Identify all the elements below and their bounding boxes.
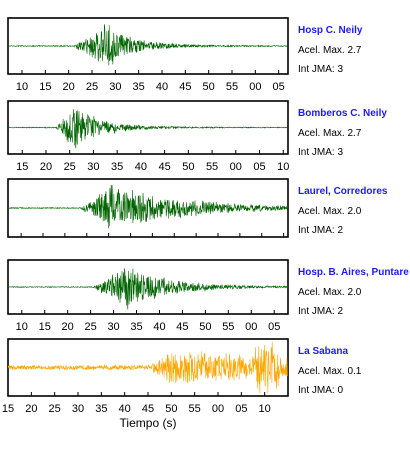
x-tick-label: 35 (133, 81, 145, 93)
x-tick-label: 25 (86, 81, 98, 93)
x-tick-label: 15 (39, 81, 51, 93)
x-tick-label: 15 (2, 403, 14, 415)
station-name: Laurel, Corredores (298, 186, 388, 197)
station-name: Hosp. B. Aires, Puntare (298, 267, 409, 278)
waveform-trace (8, 24, 288, 66)
x-tick-label: 30 (87, 161, 99, 173)
x-tick-label: 50 (199, 321, 211, 333)
panel-1: 10 15 20 25 30 35 40 45 50 55 00 05 Hosp C. Neily Ace… (7, 17, 363, 93)
panel-frame (7, 17, 289, 75)
panel-4: 10 15 20 25 30 35 40 45 50 55 00 05 Hosp. B. Aires, … (7, 259, 409, 333)
x-tick-label: 00 (249, 81, 261, 93)
x-tick-label: 15 (16, 161, 28, 173)
x-tick-label: 20 (40, 161, 52, 173)
jma-intensity: Int JMA: 3 (298, 64, 343, 75)
x-tick-label: 00 (212, 403, 224, 415)
x-tick-label: 45 (142, 403, 154, 415)
panel-5: 15 20 25 30 35 40 45 50 55 00 05 10 La Sabana Acel. M… (2, 338, 362, 415)
x-tick-label: 40 (156, 81, 168, 93)
panels-group: 10 15 20 25 30 35 40 45 50 55 00 05 Hosp C. Neily Ace… (2, 17, 409, 415)
x-tick-label: 50 (165, 403, 177, 415)
x-tick-label: 10 (259, 403, 271, 415)
max-acceleration: Acel. Max. 2.0 (298, 287, 362, 298)
x-tick-label: 05 (268, 321, 280, 333)
x-tick-label: 10 (16, 81, 28, 93)
x-tick-label: 35 (111, 161, 123, 173)
x-tick-label: 20 (25, 403, 37, 415)
x-tick-label: 50 (182, 161, 194, 173)
x-tick-label: 30 (107, 321, 119, 333)
x-tick-label: 35 (130, 321, 142, 333)
x-tick-label: 05 (253, 161, 265, 173)
x-tick-label: 55 (189, 403, 201, 415)
x-axis-label: Tiempo (s) (120, 416, 177, 430)
waveform-trace (7, 268, 289, 310)
jma-intensity: Int JMA: 2 (298, 225, 343, 236)
x-tick-label: 35 (95, 403, 107, 415)
x-tick-label: 55 (222, 321, 234, 333)
x-tick-label: 45 (176, 321, 188, 333)
panel-frame (7, 100, 289, 155)
waveform-trace (7, 184, 288, 229)
station-name: Bomberos C. Neily (298, 108, 387, 119)
x-tick-label: 05 (235, 403, 247, 415)
max-acceleration: Acel. Max. 2.7 (298, 128, 362, 139)
x-tick-label: 40 (153, 321, 165, 333)
x-tick-label: 40 (135, 161, 147, 173)
x-tick-label: 55 (206, 161, 218, 173)
max-acceleration: Acel. Max. 0.1 (298, 366, 362, 377)
x-tick-label: 10 (16, 321, 28, 333)
jma-intensity: Int JMA: 2 (298, 306, 343, 317)
x-tick-label: 25 (49, 403, 61, 415)
x-tick-label: 25 (64, 161, 76, 173)
x-tick-label: 45 (158, 161, 170, 173)
x-tick-label: 00 (230, 161, 242, 173)
x-tick-label: 30 (72, 403, 84, 415)
panel-frame (7, 259, 289, 315)
x-tick-label: 25 (84, 321, 96, 333)
x-tick-label: 45 (179, 81, 191, 93)
x-tick-label: 00 (245, 321, 257, 333)
x-tick-label: 05 (273, 81, 285, 93)
x-tick-label: 55 (226, 81, 238, 93)
panel-3: Laurel, Corredores Acel. Max. 2.0 Int JMA:… (7, 178, 388, 238)
x-tick-label: 50 (203, 81, 215, 93)
x-tick-label: 10 (277, 161, 289, 173)
x-tick-label: 30 (109, 81, 121, 93)
station-name: La Sabana (298, 346, 348, 357)
jma-intensity: Int JMA: 3 (298, 147, 343, 158)
panel-frame (7, 178, 289, 238)
x-tick-label: 40 (119, 403, 131, 415)
max-acceleration: Acel. Max. 2.7 (298, 45, 362, 56)
station-name: Hosp C. Neily (298, 25, 363, 36)
waveform-trace (8, 109, 288, 149)
max-acceleration: Acel. Max. 2.0 (298, 206, 362, 217)
x-tick-label: 15 (39, 321, 51, 333)
panel-2: 15 20 25 30 35 40 45 50 55 00 05 10 Bomberos C. Neil… (7, 100, 387, 173)
waveform-trace (7, 341, 288, 394)
x-tick-label: 20 (63, 81, 75, 93)
x-tick-label: 20 (62, 321, 74, 333)
jma-intensity: Int JMA: 0 (298, 385, 343, 396)
